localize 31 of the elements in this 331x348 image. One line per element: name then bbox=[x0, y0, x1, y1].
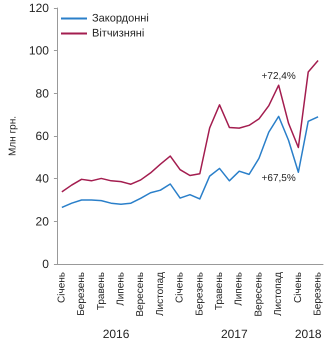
x-tick-label: Листопад bbox=[273, 272, 284, 316]
x-tick-label: Липень bbox=[115, 272, 126, 306]
x-tick-label: Січень bbox=[292, 272, 304, 303]
y-axis-title: Млн грн. bbox=[8, 116, 18, 156]
y-tick-label: 60 bbox=[36, 129, 50, 143]
x-tick-label: Вересень bbox=[135, 272, 146, 317]
text: 2016 bbox=[102, 327, 130, 341]
legend-label: Вітчизняні bbox=[92, 28, 144, 40]
legend-label: Закордонні bbox=[92, 12, 149, 24]
x-tick-label: Січень bbox=[174, 272, 186, 303]
y-tick-label: 100 bbox=[28, 44, 50, 58]
y-tick-label: 0 bbox=[42, 257, 50, 271]
x-tick-label: Листопад bbox=[154, 272, 166, 316]
x-tick-label: Травень bbox=[96, 272, 107, 310]
x-tick-label: Липень bbox=[234, 272, 245, 306]
y-tick-label: 80 bbox=[36, 86, 50, 100]
text: 2017 bbox=[220, 327, 248, 341]
x-tick-label: Травень bbox=[214, 272, 226, 310]
y-tick-label: 40 bbox=[36, 172, 50, 186]
line-series bbox=[61, 60, 319, 193]
y-tick-label: 120 bbox=[28, 1, 50, 15]
text: 2018 bbox=[294, 327, 322, 341]
x-tick-label: Березень bbox=[76, 272, 88, 316]
line-series bbox=[61, 116, 319, 208]
x-tick-label: Січень bbox=[56, 272, 68, 303]
annotation: +67,5% bbox=[262, 173, 296, 184]
x-tick-label: Вересень bbox=[253, 272, 264, 317]
y-tick-label: 20 bbox=[36, 214, 50, 228]
x-tick-label: Березень bbox=[194, 272, 206, 316]
annotation: +72,4% bbox=[262, 70, 296, 82]
x-tick-label: Березень bbox=[312, 272, 324, 316]
